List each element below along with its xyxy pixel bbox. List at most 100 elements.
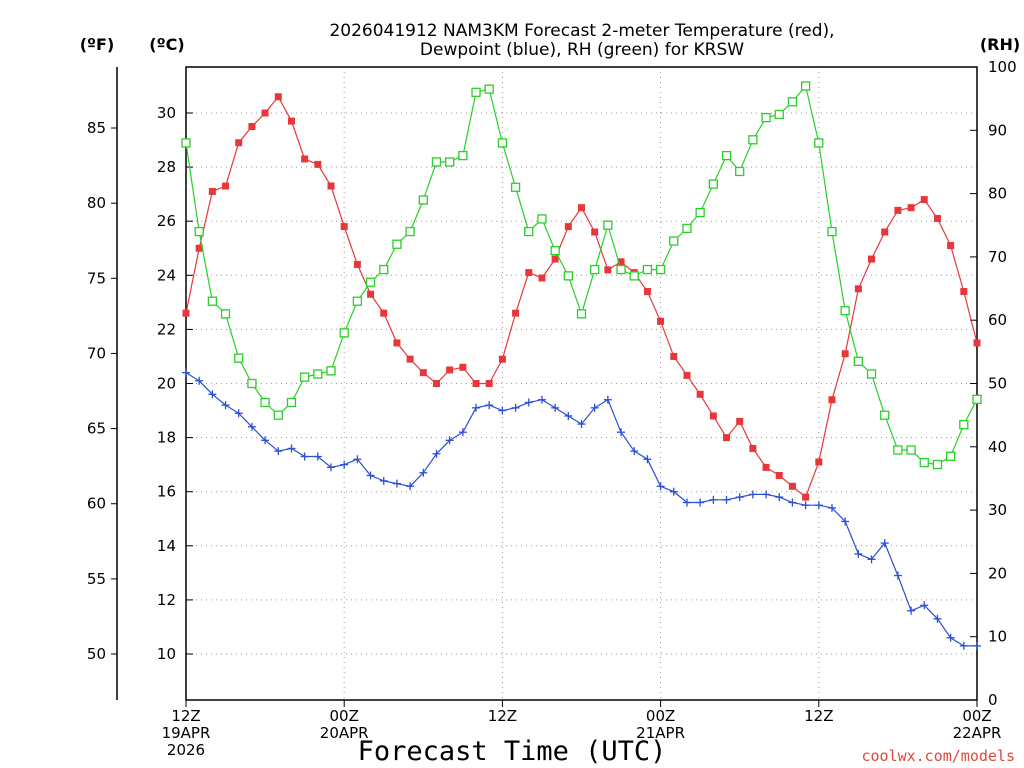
rh-point [959, 419, 969, 430]
temperature-point [446, 366, 454, 374]
temperature-point [604, 266, 612, 274]
fahrenheit-tick-label: 55 [87, 570, 106, 588]
credit-label: coolwx.com/models [861, 747, 1015, 765]
rh-point [247, 378, 257, 389]
dewpoint-point [630, 447, 639, 456]
dewpoint-point [287, 444, 296, 453]
rh-point [669, 236, 679, 246]
dewpoint-point [827, 503, 836, 512]
dewpoint-point [603, 395, 612, 404]
rh-point [260, 397, 270, 408]
celsius-tick-label: 24 [157, 266, 176, 284]
dewpoint-point [656, 482, 665, 491]
dewpoint-point [709, 495, 718, 504]
dewpoint-point [472, 403, 481, 412]
rh-point [339, 328, 349, 338]
dewpoint-point [880, 539, 889, 548]
rh-point [972, 394, 982, 404]
dewpoint-point [247, 422, 256, 431]
dewpoint-point [419, 468, 428, 477]
rh-point [550, 245, 560, 256]
rh-point [735, 166, 745, 177]
temperature-point [828, 396, 836, 404]
dewpoint-point [933, 614, 942, 623]
dewpoint-point [221, 401, 230, 410]
rh-point [748, 135, 758, 145]
temperature-point [802, 493, 810, 501]
fahrenheit-tick-label: 50 [87, 645, 106, 663]
fahrenheit-tick-label: 75 [87, 269, 106, 287]
fahrenheit-tick-label: 85 [87, 119, 106, 137]
celsius-tick-label: 20 [157, 375, 176, 393]
rh-point [787, 97, 798, 107]
temperature-point [788, 482, 796, 490]
dewpoint-point [920, 601, 929, 610]
x-tick-label-line: 12Z [171, 707, 200, 725]
rh-tick-label: 0 [988, 691, 998, 709]
dewpoint-point [537, 395, 546, 404]
rh-tick-label: 70 [988, 248, 1007, 266]
rh-tick-label: 30 [988, 501, 1007, 519]
celsius-tick-label: 22 [157, 320, 176, 338]
rh-point [827, 226, 837, 237]
dewpoint-point [590, 403, 599, 412]
dewpoint-point [498, 406, 507, 415]
temperature-point [525, 269, 533, 277]
temperature-point [617, 258, 625, 266]
temperature-point [933, 214, 941, 222]
dewpoint-point [669, 487, 678, 496]
x-axis-label: Forecast Time (UTC) [358, 736, 667, 767]
x-tick-label: 00Z 20APR [320, 707, 369, 742]
dewpoint-point [564, 411, 573, 420]
celsius-tick-label: 28 [157, 158, 176, 176]
series-dewpoint [182, 368, 981, 650]
dewpoint-point [893, 571, 902, 580]
unit-label-rh: (RH) [980, 35, 1020, 54]
x-tick-label: 00Z 21APR [636, 707, 685, 742]
rh-point [919, 457, 929, 468]
temperature-point [314, 160, 322, 168]
temperature-point [564, 223, 572, 231]
rh-point [286, 397, 297, 408]
dewpoint-point [182, 368, 190, 377]
rh-point [866, 369, 877, 379]
rh-point [840, 306, 850, 316]
dewpoint-point [946, 633, 955, 642]
rh-point [563, 271, 573, 281]
temperature-point [960, 288, 968, 296]
dewpoint-point [841, 517, 850, 526]
rh-point [352, 296, 363, 306]
dewpoint-point [445, 436, 454, 445]
dewpoint-point [261, 436, 270, 445]
temperature-point [657, 317, 665, 325]
rh-point [379, 264, 389, 275]
dewpoint-point [907, 606, 916, 615]
rh-point [510, 182, 521, 192]
dewpoint-point [577, 420, 586, 429]
dewpoint-point [551, 403, 560, 412]
dewpoint-point [353, 455, 362, 464]
rh-tick-label: 60 [988, 311, 1007, 329]
celsius-tick-label: 30 [157, 104, 176, 122]
temperature-point [248, 123, 256, 131]
temperature-point [380, 309, 388, 317]
temperature-point [881, 228, 889, 236]
rh-point [458, 150, 468, 161]
temperature-point [367, 290, 375, 298]
dewpoint-point [274, 447, 283, 456]
dewpoint-point [762, 490, 771, 499]
temperature-point [670, 352, 678, 360]
temperature-point [762, 463, 770, 471]
rh-point [471, 87, 481, 97]
x-tick-label-line: 00Z [962, 707, 991, 725]
rh-point [194, 226, 204, 237]
dewpoint-point [696, 498, 705, 507]
celsius-tick-label: 14 [157, 537, 176, 555]
temperature-point [274, 93, 282, 101]
dewpoint-point [458, 428, 467, 437]
rh-point [418, 195, 428, 205]
dewpoint-point [511, 403, 520, 412]
temperature-point [723, 434, 731, 442]
rh-point [326, 366, 336, 376]
rh-point [695, 207, 705, 218]
